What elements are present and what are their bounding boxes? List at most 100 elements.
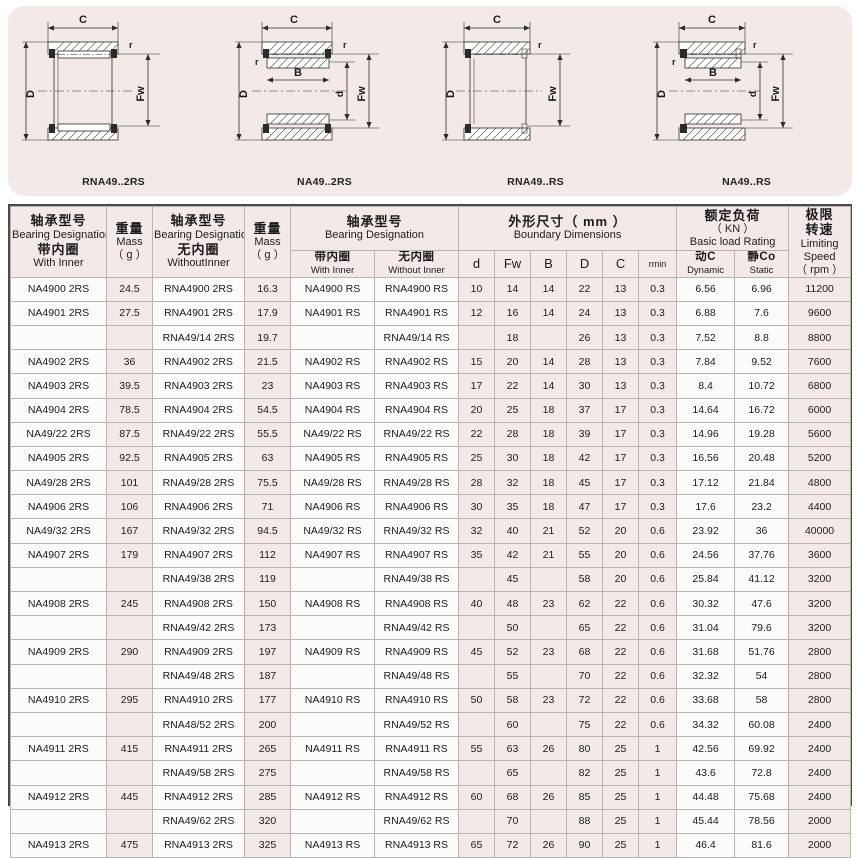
cell-static: 7.6 [734, 300, 790, 326]
cell-designation-rs-with-inner: NA4902 RS [290, 349, 375, 375]
cell-mass-with-inner: 445 [106, 784, 153, 810]
cell-dim-b [530, 566, 568, 593]
diagram-grid: r D Fw C RNA49..2RS [8, 6, 852, 196]
cell-static: 47.6 [734, 590, 790, 617]
cell-dim-fw: 50 [494, 615, 532, 641]
cell-mass-without-inner: 200 [244, 711, 291, 738]
th-zh2: 无内圈 [177, 241, 220, 257]
cell-dim-C: 13 [602, 276, 640, 302]
cell-dim-C: 17 [602, 421, 640, 447]
th-en: Bearing Designation [324, 229, 425, 242]
cell-dim-d: 12 [458, 300, 496, 326]
cell-dim-C: 22 [602, 663, 640, 689]
cell-dynamic: 6.56 [676, 276, 736, 302]
cell-designation-rs-without-inner: RNA4910 RS [373, 687, 460, 713]
cell-mass-without-inner: 17.9 [244, 300, 291, 326]
cell-designation-rs-with-inner: NA49/28 RS [290, 470, 375, 496]
cell-mass-without-inner: 173 [244, 615, 291, 641]
cell-designation-without-inner: RNA49/14 2RS [152, 324, 245, 351]
cell-designation-rs-with-inner [290, 760, 375, 786]
cell-dim-rmin: 0.3 [638, 349, 678, 375]
cell-dim-C: 25 [602, 784, 640, 810]
cell-limiting-speed: 3200 [788, 590, 852, 617]
cell-mass-without-inner: 187 [244, 663, 291, 689]
cell-dim-D: 37 [566, 397, 604, 423]
cell-dim-D: 22 [566, 276, 604, 302]
cell-designation-rs-with-inner: NA4901 RS [290, 300, 375, 326]
th-zh2: 带内圈 [37, 241, 80, 257]
cell-limiting-speed: 7600 [788, 349, 852, 375]
label-D: D [656, 90, 668, 98]
cell-mass-without-inner: 16.3 [244, 276, 291, 302]
cell-mass-without-inner: 177 [244, 687, 291, 713]
th-unit: （ g ） [250, 249, 285, 262]
label-d: d [335, 91, 346, 97]
cell-dim-fw: 16 [494, 300, 532, 326]
cell-dim-D: 45 [566, 470, 604, 496]
cell-mass-with-inner: 245 [106, 590, 153, 617]
cell-static: 37.76 [734, 542, 790, 568]
cell-mass-without-inner: 55.5 [244, 421, 291, 447]
cell-dim-rmin: 0.6 [638, 687, 678, 713]
th-unit: （ g ） [112, 249, 147, 262]
cell-dim-fw: 65 [494, 760, 532, 786]
cell-designation-without-inner: RNA4905 2RS [152, 445, 245, 472]
cell-limiting-speed: 2400 [788, 760, 852, 786]
cell-dynamic: 44.48 [676, 784, 736, 810]
cell-designation-rs-with-inner: NA4903 RS [290, 373, 375, 399]
table-row: NA4905 2RS 92.5 RNA4905 2RS 63 NA4905 RS RNA4… [10, 445, 852, 472]
cell-designation-rs-with-inner [290, 615, 375, 641]
cell-mass-with-inner [106, 760, 153, 786]
cell-static: 79.6 [734, 615, 790, 641]
table-row: RNA49/42 2RS 173 RNA49/42 RS 50 65 22 0.6 31.04… [10, 615, 852, 641]
table-row: RNA49/14 2RS 19.7 RNA49/14 RS 18 26 13 0.3 7.52… [10, 324, 852, 351]
table-body: NA4900 2RS 24.5 RNA4900 2RS 16.3 NA4900 RS RN… [10, 276, 852, 858]
cell-static: 41.12 [734, 566, 790, 593]
th-en: Limiting [800, 237, 839, 250]
cell-dynamic: 17.12 [676, 470, 736, 496]
cell-designation-rs-with-inner: NA4908 RS [290, 590, 375, 617]
cell-dim-D: 68 [566, 639, 604, 665]
cell-designation-rs-with-inner: NA4912 RS [290, 784, 375, 810]
th-en: Mass [254, 236, 281, 249]
cell-designation-rs-without-inner: RNA49/42 RS [373, 615, 460, 641]
cell-dynamic: 14.64 [676, 397, 736, 423]
cell-static: 75.68 [734, 784, 790, 810]
cell-designation-without-inner: RNA4908 2RS [152, 590, 245, 617]
table-row: RNA49/48 2RS 187 RNA49/48 RS 55 70 22 0.6 32.32… [10, 663, 852, 689]
cell-mass-with-inner: 167 [106, 518, 153, 544]
cell-designation-rs-without-inner: RNA4907 RS [373, 542, 460, 568]
th-dim-C: C [602, 249, 640, 278]
cell-dim-C: 25 [602, 736, 640, 762]
cell-dynamic: 24.56 [676, 542, 736, 568]
cell-static: 6.96 [734, 276, 790, 302]
cell-dim-fw: 68 [494, 784, 532, 810]
table-row: NA4908 2RS 245 RNA4908 2RS 150 NA4908 RS RNA4… [10, 590, 852, 617]
cell-dim-rmin: 0.6 [638, 711, 678, 738]
th-dim-fw: Fw [494, 249, 532, 278]
cell-designation-with-inner: NA4908 2RS [10, 590, 107, 617]
th-zh: 带内圈 [314, 250, 351, 263]
cell-mass-with-inner: 36 [106, 349, 153, 375]
cell-dim-fw: 35 [494, 494, 532, 520]
rmin-base: r [648, 258, 652, 269]
cell-dim-fw: 18 [494, 324, 532, 351]
cell-designation-rs-with-inner: NA4905 RS [290, 445, 375, 472]
th-designation-with-inner: 轴承型号 Bearing Designation 带内圈 With Inner [10, 206, 107, 278]
cell-mass-without-inner: 150 [244, 590, 291, 617]
cell-designation-rs-without-inner: RNA4913 RS [373, 832, 460, 858]
cell-dim-C: 13 [602, 349, 640, 375]
cell-mass-with-inner: 78.5 [106, 397, 153, 423]
label-r: r [538, 40, 542, 50]
cell-mass-without-inner: 19.7 [244, 324, 291, 351]
cell-designation-with-inner: NA4905 2RS [10, 445, 107, 472]
cell-mass-without-inner: 75.5 [244, 470, 291, 496]
cell-dim-C: 13 [602, 324, 640, 351]
cell-designation-without-inner: RNA49/48 2RS [152, 663, 245, 689]
diagram-caption: RNA49..RS [507, 176, 564, 188]
cell-dim-fw: 60 [494, 711, 532, 738]
diagram-rna49-rs: C r D Fw RNA49..RS [430, 6, 641, 196]
cell-designation-rs-without-inner: RNA4905 RS [373, 445, 460, 472]
diagram-na49-2rs: C r r D B d Fw NA49..2RS [219, 6, 430, 196]
cell-dim-fw: 55 [494, 663, 532, 689]
